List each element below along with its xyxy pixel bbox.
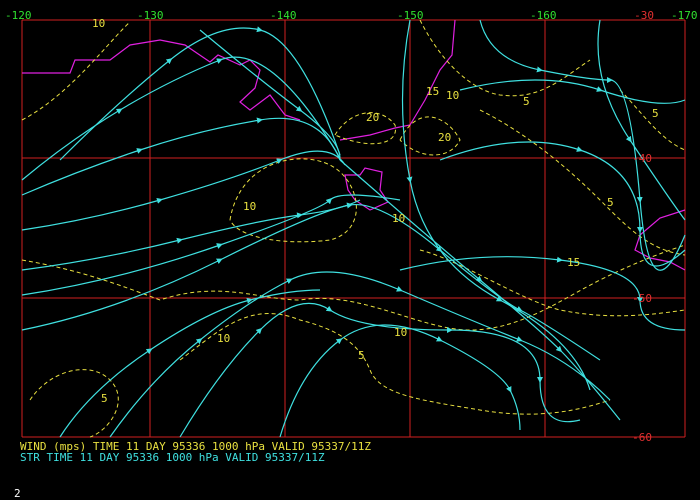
contour-label: 15	[567, 256, 580, 269]
contour-label: 5	[652, 107, 659, 120]
caption-wind: WIND (mps) TIME 11 DAY 95336 1000 hPa VA…	[20, 440, 371, 453]
latitude-label: -60	[632, 431, 652, 444]
grid	[21, 19, 686, 438]
contour-label: 15	[426, 85, 439, 98]
longitude-label: -120	[5, 9, 32, 22]
contour-label: 10	[217, 332, 230, 345]
contour-label: 5	[523, 95, 530, 108]
contour-label: 5	[358, 349, 365, 362]
contour-label: 20	[438, 131, 451, 144]
contour-label: 10	[446, 89, 459, 102]
coastlines	[22, 19, 686, 271]
longitude-label: -140	[270, 9, 297, 22]
longitude-label: -160	[530, 9, 557, 22]
page-number: 2	[14, 487, 21, 500]
contour-label: 10	[92, 17, 105, 30]
contour-label: 5	[607, 196, 614, 209]
contour-label: 10	[392, 212, 405, 225]
longitude-label: -150	[397, 9, 424, 22]
longitude-label: -130	[137, 9, 164, 22]
contour-label: 20	[366, 111, 379, 124]
labels: -120 -130 -140 -150 -160 -170 -30 -40 -50 -60 10 20…	[5, 9, 698, 500]
contour-label: 10	[243, 200, 256, 213]
contour-label: 5	[101, 392, 108, 405]
longitude-label: -170	[671, 9, 698, 22]
contour-label: 10	[394, 326, 407, 339]
streamlines	[21, 19, 686, 438]
wind-contours	[21, 19, 686, 438]
latitude-label: -40	[632, 152, 652, 165]
latitude-label: -30	[634, 9, 654, 22]
caption-streamlines: STR TIME 11 DAY 95336 1000 hPa VALID 953…	[20, 451, 325, 464]
latitude-label: -50	[632, 292, 652, 305]
